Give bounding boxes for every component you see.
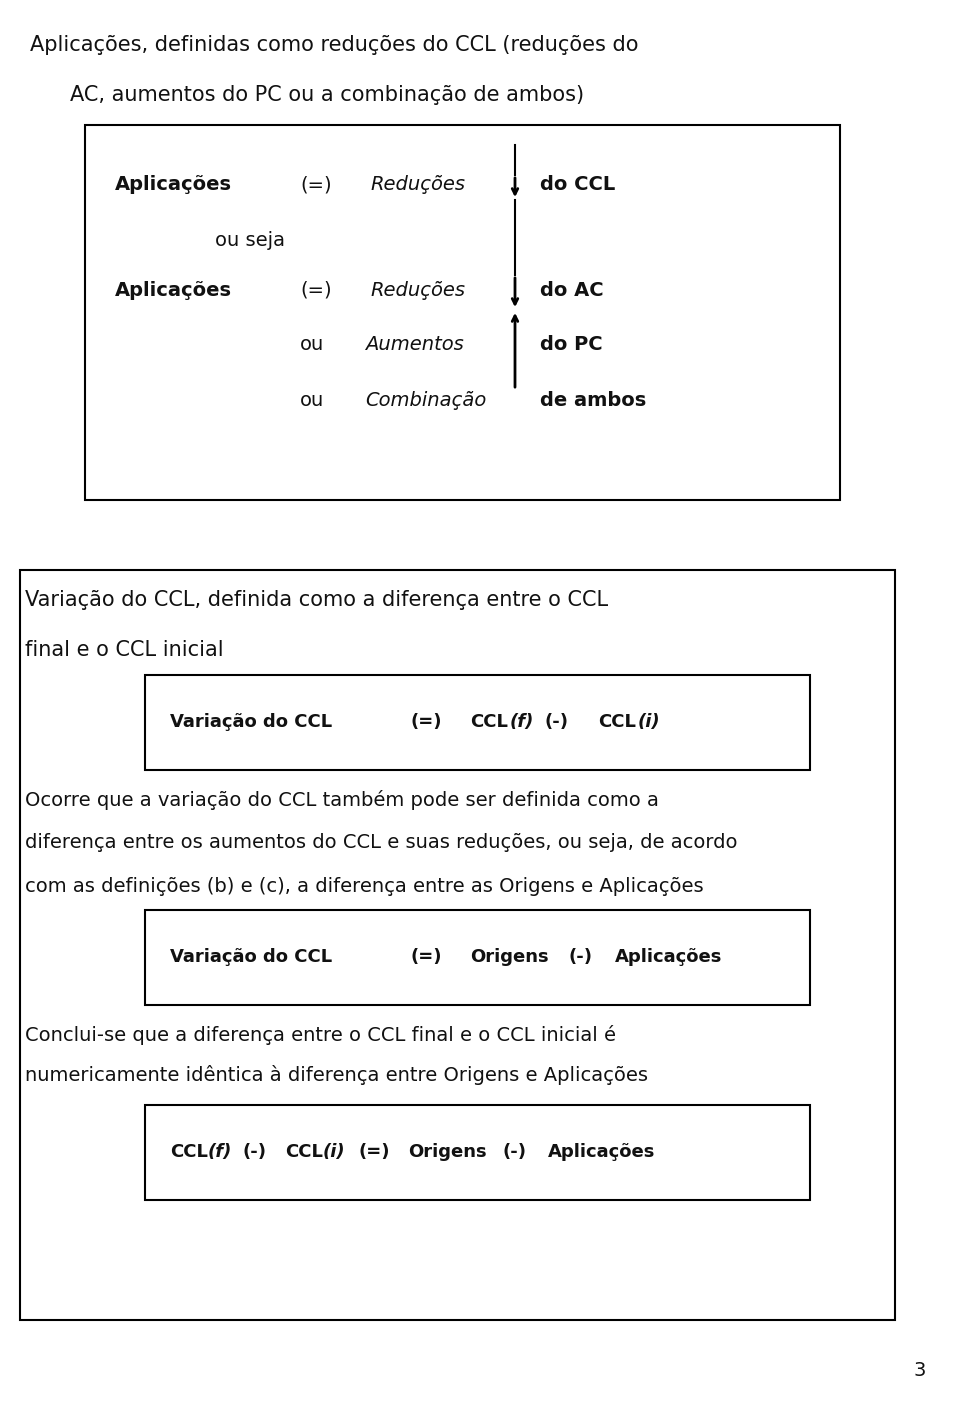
Text: ou: ou (300, 391, 324, 409)
Text: com as definições (b) e (c), a diferença entre as Origens e Aplicações: com as definições (b) e (c), a diferença… (25, 877, 704, 895)
Text: Variação do CCL: Variação do CCL (170, 948, 332, 967)
Text: CCL: CCL (170, 1143, 208, 1161)
Text: (=): (=) (300, 175, 331, 195)
Text: do CCL: do CCL (540, 175, 615, 195)
Text: Aplicações: Aplicações (115, 175, 232, 195)
Text: CCL: CCL (470, 713, 508, 731)
Text: Origens: Origens (470, 948, 548, 967)
Text: Aplicações: Aplicações (548, 1143, 656, 1161)
Text: Combinação: Combinação (365, 391, 487, 409)
Text: Aplicações: Aplicações (615, 948, 722, 967)
Text: final e o CCL inicial: final e o CCL inicial (25, 640, 224, 660)
Text: (=): (=) (358, 1143, 390, 1161)
Text: Reduções: Reduções (370, 280, 465, 300)
Text: ou seja: ou seja (215, 231, 285, 249)
Text: (-): (-) (545, 713, 569, 731)
Bar (145, 675, 810, 771)
Text: AC, aumentos do PC ou a combinação de ambos): AC, aumentos do PC ou a combinação de am… (70, 85, 584, 105)
Text: ou: ou (300, 335, 324, 354)
Text: (f): (f) (208, 1143, 232, 1161)
Bar (145, 1105, 810, 1201)
Text: 3: 3 (914, 1360, 926, 1380)
Text: CCL: CCL (285, 1143, 323, 1161)
Text: (-): (-) (243, 1143, 267, 1161)
Text: (i): (i) (638, 713, 660, 731)
Text: (=): (=) (410, 948, 442, 967)
Text: (=): (=) (300, 280, 331, 300)
Text: (i): (i) (323, 1143, 346, 1161)
Text: do PC: do PC (540, 335, 603, 354)
Text: diferença entre os aumentos do CCL e suas reduções, ou seja, de acordo: diferença entre os aumentos do CCL e sua… (25, 834, 737, 852)
Text: numericamente idêntica à diferença entre Origens e Aplicações: numericamente idêntica à diferença entre… (25, 1065, 648, 1084)
Text: (=): (=) (410, 713, 442, 731)
Text: (f): (f) (510, 713, 535, 731)
Text: Variação do CCL, definida como a diferença entre o CCL: Variação do CCL, definida como a diferen… (25, 590, 608, 609)
Text: Origens: Origens (408, 1143, 487, 1161)
Text: de ambos: de ambos (540, 391, 646, 409)
Text: Aumentos: Aumentos (365, 335, 464, 354)
Text: Reduções: Reduções (370, 175, 465, 195)
Text: CCL: CCL (598, 713, 636, 731)
Text: (-): (-) (503, 1143, 527, 1161)
Text: Ocorre que a variação do CCL também pode ser definida como a: Ocorre que a variação do CCL também pode… (25, 790, 659, 810)
Text: Variação do CCL: Variação do CCL (170, 713, 332, 731)
Text: Aplicações: Aplicações (115, 280, 232, 300)
Text: Conclui-se que a diferença entre o CCL final e o CCL inicial é: Conclui-se que a diferença entre o CCL f… (25, 1026, 616, 1045)
Bar (85, 125, 840, 500)
Text: Aplicações, definidas como reduções do CCL (reduções do: Aplicações, definidas como reduções do C… (30, 35, 638, 55)
Text: (-): (-) (568, 948, 592, 967)
Bar (20, 570, 895, 1320)
Bar (145, 911, 810, 1005)
Text: do AC: do AC (540, 280, 604, 300)
